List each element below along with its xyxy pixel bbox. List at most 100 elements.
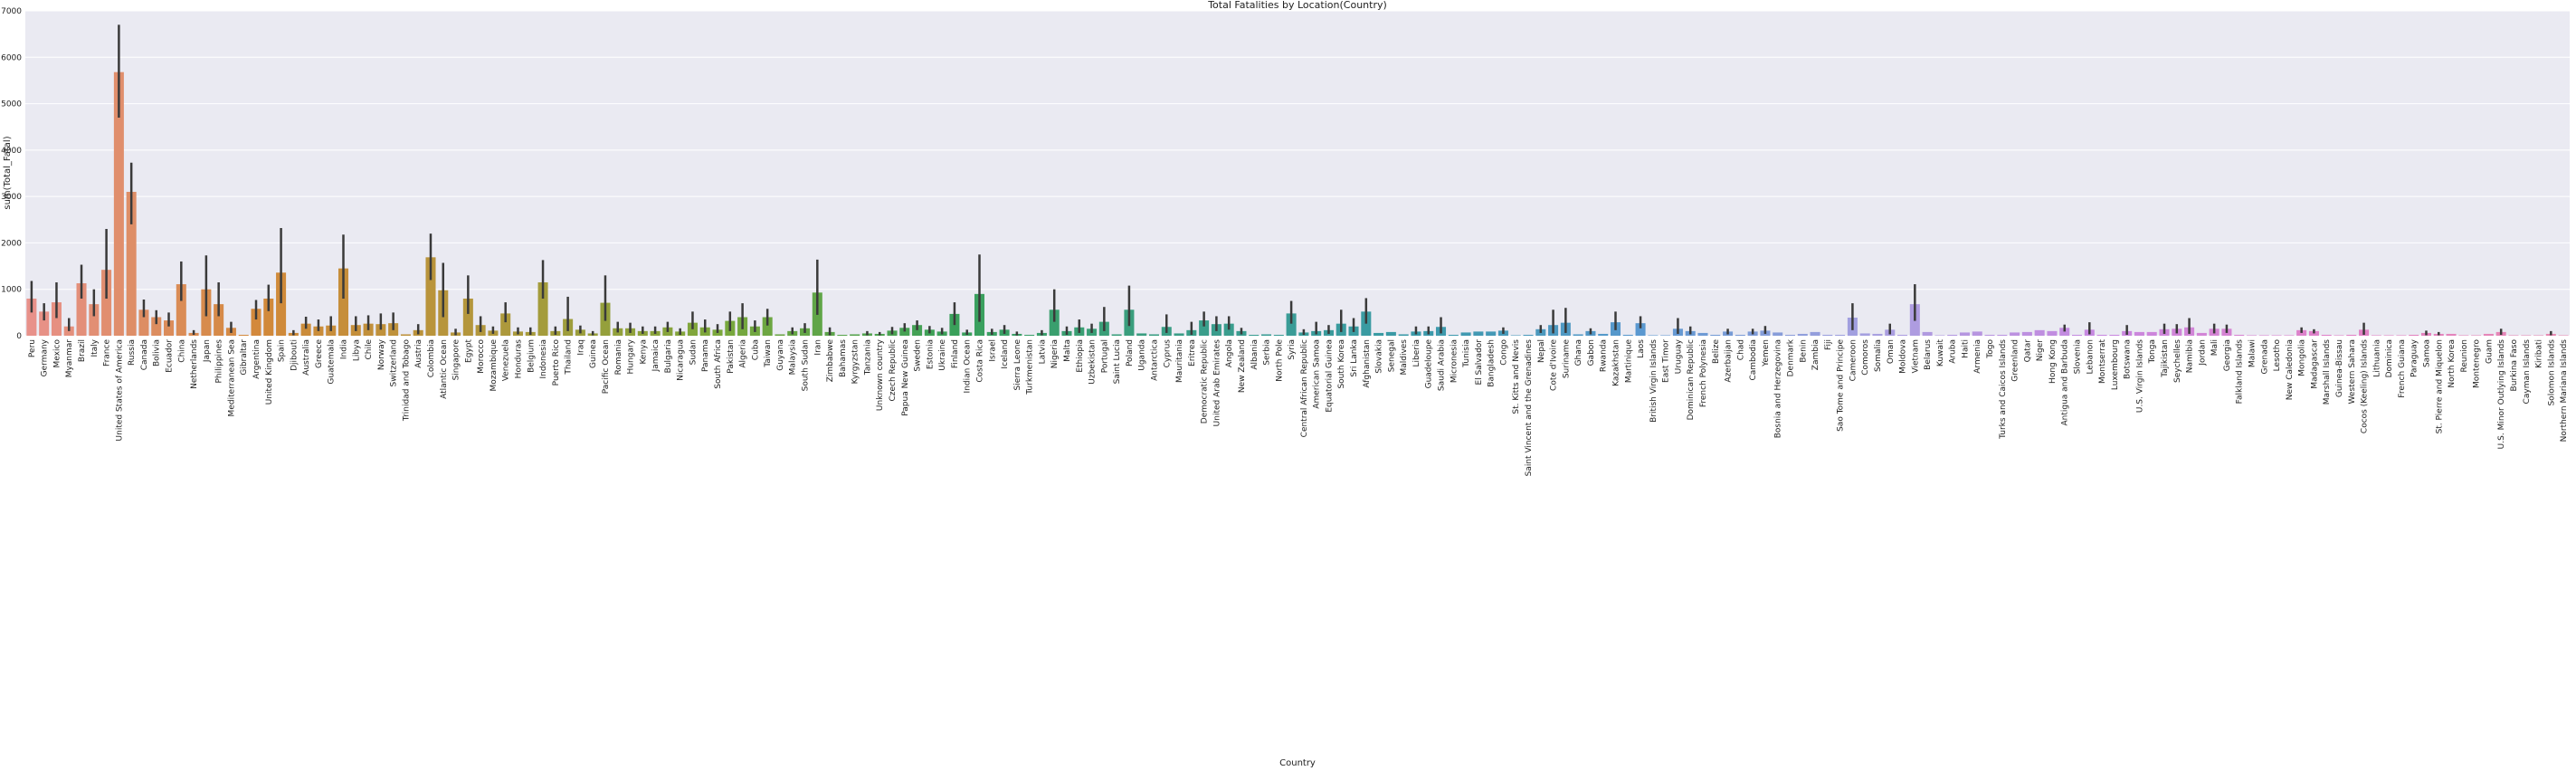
x-axis-label: Country	[1279, 758, 1316, 768]
x-tick-label: North Pole	[1275, 339, 1284, 382]
x-tick-label: Morocco	[477, 339, 486, 374]
x-tick-label: Bolivia	[153, 339, 162, 366]
x-tick-label: Montserrat	[2098, 339, 2107, 384]
bar	[1510, 335, 1521, 336]
bar	[1261, 334, 1272, 336]
bar	[164, 320, 175, 336]
bar	[2371, 335, 2381, 336]
x-tick-label: Cambodia	[1749, 339, 1758, 381]
bar	[500, 313, 511, 336]
x-tick-label: Canada	[140, 339, 149, 370]
x-tick-label: Gibraltar	[240, 339, 249, 376]
x-tick-label: Martinique	[1624, 339, 1633, 384]
bar	[2346, 334, 2357, 336]
bar	[1810, 331, 1820, 336]
x-tick-label: Comoros	[1861, 339, 1870, 376]
x-tick-label: Algeria	[739, 339, 748, 368]
bar	[251, 309, 261, 336]
x-tick-label: Serbia	[1263, 339, 1272, 366]
x-tick-label: Chile	[365, 339, 374, 360]
bar	[1660, 335, 1671, 336]
x-tick-label: Myanmar	[65, 339, 74, 378]
x-tick-label: United Arab Emirates	[1212, 339, 1221, 427]
x-tick-label: Tanzania	[863, 339, 872, 376]
x-tick-label: Gabon	[1587, 339, 1596, 366]
x-tick-label: Saudi Arabia	[1438, 339, 1447, 391]
plot-area	[25, 11, 2570, 336]
x-tick-label: Unknown country	[876, 338, 885, 411]
bar	[1897, 334, 1908, 336]
bar	[138, 309, 149, 336]
bar	[1523, 334, 1534, 336]
bar	[2072, 334, 2083, 336]
x-tick-label: Bosnia and Herzegovina	[1774, 339, 1783, 438]
x-tick-label: Ethiopia	[1076, 339, 1085, 373]
x-tick-label: Ecuador	[166, 339, 175, 373]
bar	[1473, 331, 1484, 336]
x-tick-label: French Polynesia	[1699, 339, 1708, 407]
bar	[1573, 334, 1583, 336]
x-tick-label: Ukraine	[938, 339, 947, 371]
bar	[1273, 334, 1284, 336]
bar	[1947, 334, 1958, 336]
x-tick-label: Belarus	[1924, 339, 1933, 370]
bar	[26, 298, 37, 336]
x-tick-label: Georgia	[2223, 339, 2232, 371]
bar	[2021, 331, 2032, 336]
x-tick-label: Saint Vincent and the Grenadines	[1525, 339, 1534, 477]
x-tick-label: Sweden	[914, 339, 923, 372]
x-tick-label: Finland	[951, 339, 960, 368]
bar	[300, 323, 311, 336]
x-tick-label: China	[177, 339, 186, 363]
x-tick-label: Cyprus	[1163, 339, 1172, 368]
bar	[899, 328, 910, 336]
x-tick-label: Niger	[2036, 339, 2045, 361]
x-tick-label: Kenya	[639, 339, 648, 365]
x-tick-label: Luxembourg	[2111, 339, 2120, 390]
x-tick-label: Dominican Republic	[1687, 339, 1696, 420]
x-tick-label: Seychelles	[2173, 339, 2182, 383]
x-tick-label: Cayman Islands	[2523, 339, 2532, 405]
x-tick-label: Philippines	[215, 339, 224, 384]
bar	[2010, 332, 2020, 336]
x-tick-label: Iran	[813, 339, 822, 356]
x-tick-label: Yemen	[1762, 339, 1771, 367]
x-tick-label: Antarctica	[1150, 339, 1159, 381]
x-tick-label: U.S. Virgin Islands	[2135, 339, 2144, 413]
x-tick-label: Armenia	[1973, 339, 1982, 374]
bar	[1697, 332, 1708, 336]
x-tick-label: Taiwan	[764, 339, 773, 368]
x-tick-label: Honduras	[514, 339, 523, 379]
bar	[1622, 334, 1633, 336]
bar	[113, 71, 124, 336]
x-tick-label: Greenland	[2011, 339, 2020, 382]
x-tick-label: Netherlands	[190, 339, 199, 389]
y-tick-label: 6000	[1, 53, 22, 62]
bar	[1972, 331, 1982, 336]
x-tick-label: Malaysia	[789, 339, 798, 375]
x-tick-label: Denmark	[1786, 338, 1795, 376]
x-tick-label: Tunisia	[1462, 339, 1471, 368]
x-tick-label: Vietnam	[1911, 339, 1920, 374]
x-tick-label: Oman	[1887, 339, 1896, 364]
x-tick-label: Belgium	[527, 339, 536, 373]
x-tick-label: Bulgaria	[664, 339, 673, 373]
y-tick-label: 1000	[1, 286, 22, 295]
x-tick-label: Germany	[41, 338, 50, 376]
x-tick-label: Moldova	[1899, 339, 1908, 374]
x-tick-label: Iceland	[1001, 339, 1010, 369]
x-tick-label: Cuba	[751, 339, 760, 360]
bar	[425, 257, 436, 336]
x-tick-label: Lithuania	[2372, 339, 2381, 377]
x-tick-label: Indian Ocean	[964, 339, 973, 393]
bar	[1773, 332, 1783, 336]
bar	[850, 334, 860, 336]
bar	[276, 272, 287, 336]
bar	[1199, 320, 1210, 336]
x-tick-label: Indonesia	[539, 339, 548, 379]
x-tick-label: Tonga	[2148, 339, 2157, 364]
x-tick-label: Israel	[988, 339, 997, 362]
x-tick-label: Portugal	[1100, 339, 1109, 373]
x-tick-label: Syria	[1288, 339, 1297, 360]
x-tick-label: Sierra Leone	[1013, 339, 1022, 391]
